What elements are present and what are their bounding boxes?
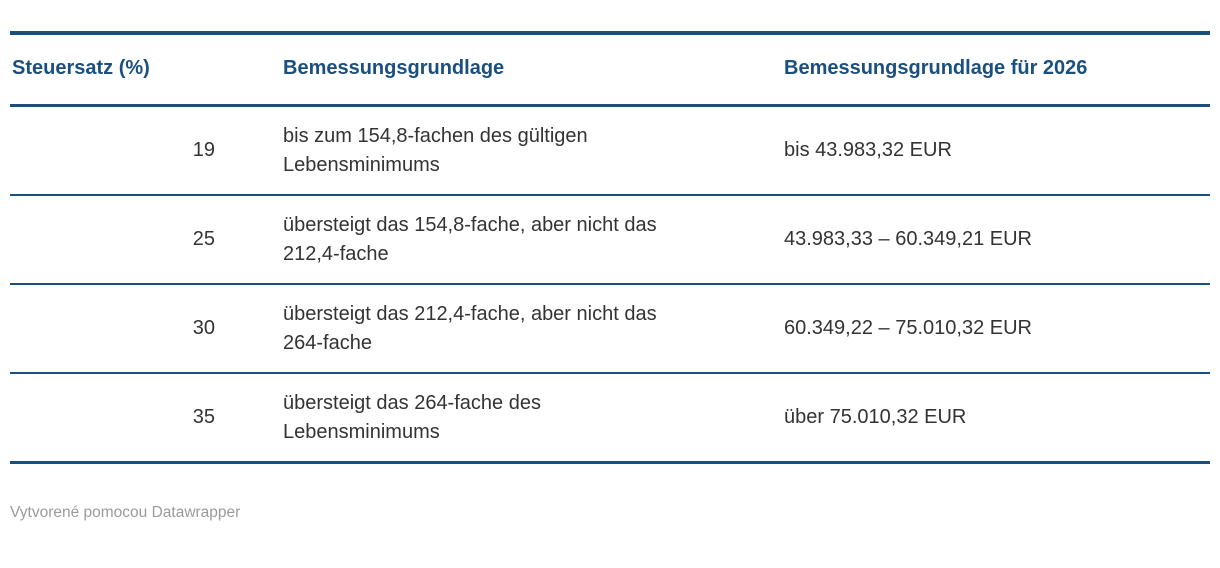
table-row: 19 bis zum 154,8-fachen des gültigen Leb… <box>10 105 1210 196</box>
cell-basis: übersteigt das 154,8-fache, aber nicht d… <box>270 195 770 285</box>
cell-basis-2026: 43.983,33 – 60.349,21 EUR <box>770 195 1210 285</box>
data-table: Steuersatz (%) Bemessungsgrundlage Bemes… <box>10 31 1210 464</box>
cell-basis: bis zum 154,8-fachen des gültigen Lebens… <box>270 105 770 196</box>
cell-basis: übersteigt das 212,4-fache, aber nicht d… <box>270 284 770 374</box>
column-header-bemessungsgrundlage: Bemessungsgrundlage <box>270 33 770 107</box>
header-row: Steuersatz (%) Bemessungsgrundlage Bemes… <box>10 33 1210 107</box>
cell-rate: 35 <box>192 406 215 428</box>
table-header: Steuersatz (%) Bemessungsgrundlage Bemes… <box>10 33 1210 107</box>
cell-basis-2026: über 75.010,32 EUR <box>784 406 967 428</box>
table-row: 35 übersteigt das 264-fache des Lebensmi… <box>10 373 1210 463</box>
cell-rate: 30 <box>10 284 270 374</box>
cell-basis: übersteigt das 264-fache des Lebensminim… <box>283 391 541 443</box>
table-row: 25 übersteigt das 154,8-fache, aber nich… <box>10 195 1210 285</box>
cell-basis-2026: bis 43.983,32 EUR <box>770 105 1210 196</box>
cell-basis-2026: 60.349,22 – 75.010,32 EUR <box>770 284 1210 374</box>
column-header-steuersatz: Steuersatz (%) <box>10 33 270 107</box>
cell-rate: 19 <box>10 105 270 196</box>
table-body: 19 bis zum 154,8-fachen des gültigen Leb… <box>10 105 1210 463</box>
datawrapper-table-embed: Steuersatz (%) Bemessungsgrundlage Bemes… <box>10 31 1210 464</box>
table-row: 30 übersteigt das 212,4-fache, aber nich… <box>10 284 1210 374</box>
attribution-text: Vytvorené pomocou Datawrapper <box>10 504 241 521</box>
column-header-bemessungsgrundlage-2026: Bemessungsgrundlage für 2026 <box>770 33 1210 107</box>
cell-rate: 25 <box>10 195 270 285</box>
